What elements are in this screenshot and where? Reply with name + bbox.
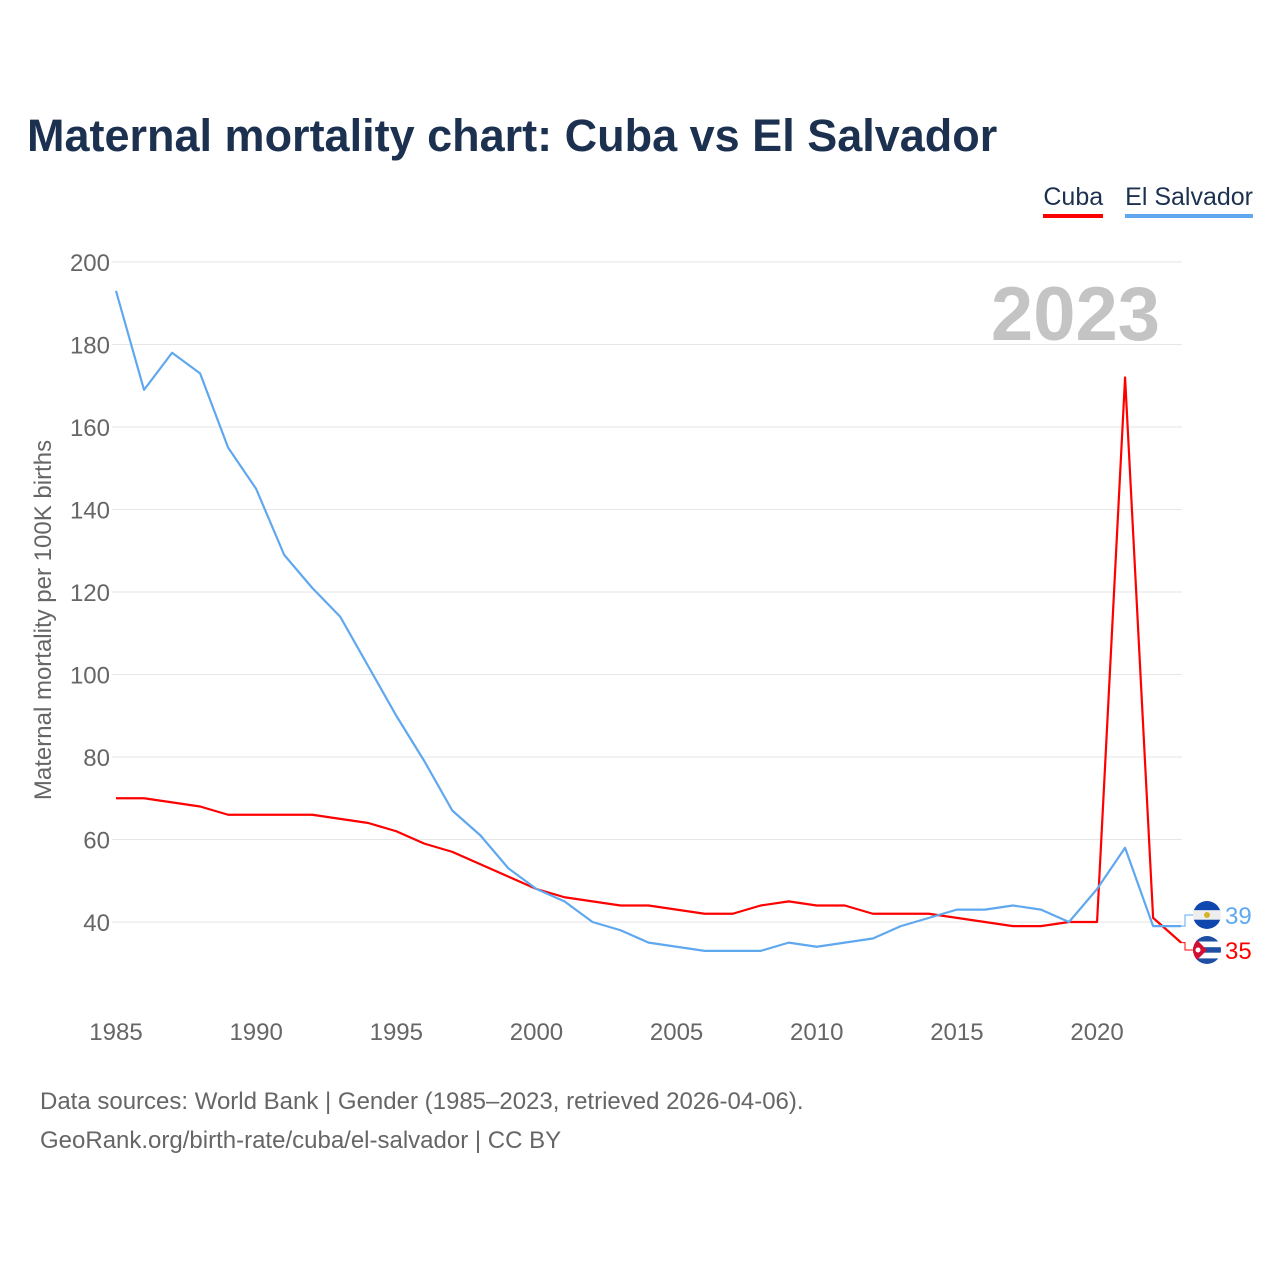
source-line-1: Data sources: World Bank | Gender (1985–… bbox=[40, 1088, 804, 1115]
x-tick-label: 1995 bbox=[370, 1019, 423, 1046]
y-tick-label: 60 bbox=[83, 828, 110, 855]
x-tick-label: 1990 bbox=[229, 1019, 282, 1046]
legend-item-el-salvador[interactable]: El Salvador bbox=[1125, 183, 1253, 218]
legend: Cuba El Salvador bbox=[1043, 183, 1253, 218]
y-tick-label: 200 bbox=[70, 250, 110, 277]
y-tick-label: 160 bbox=[70, 415, 110, 442]
x-tick-label: 2000 bbox=[510, 1019, 563, 1046]
el-salvador-flag-icon bbox=[1193, 901, 1221, 929]
series-line-cuba bbox=[116, 376, 1182, 944]
legend-item-cuba[interactable]: Cuba bbox=[1043, 183, 1104, 218]
x-tick-label: 2010 bbox=[790, 1019, 843, 1046]
year-watermark: 2023 bbox=[991, 272, 1160, 357]
end-value-label: 35 bbox=[1225, 938, 1252, 965]
y-tick-label: 80 bbox=[83, 745, 110, 772]
y-tick-label: 140 bbox=[70, 498, 110, 525]
y-tick-label: 180 bbox=[70, 333, 110, 360]
y-axis-label: Maternal mortality per 100K births bbox=[30, 440, 57, 800]
series-line-el-salvador bbox=[114, 290, 1182, 952]
y-tick-label: 40 bbox=[83, 910, 110, 937]
cuba-flag-icon bbox=[1193, 936, 1221, 964]
y-tick-label: 120 bbox=[70, 580, 110, 607]
end-label-connector bbox=[1181, 914, 1195, 927]
source-line-2[interactable]: GeoRank.org/birth-rate/cuba/el-salvador … bbox=[40, 1127, 562, 1154]
x-tick-label: 2005 bbox=[650, 1019, 703, 1046]
end-value-label: 39 bbox=[1225, 903, 1252, 930]
chart-title: Maternal mortality chart: Cuba vs El Sal… bbox=[27, 110, 998, 161]
y-tick-label: 100 bbox=[70, 663, 110, 690]
x-tick-label: 2020 bbox=[1070, 1019, 1123, 1046]
x-tick-label: 1985 bbox=[89, 1019, 142, 1046]
x-tick-label: 2015 bbox=[930, 1019, 983, 1046]
end-label-connector bbox=[1181, 942, 1195, 951]
